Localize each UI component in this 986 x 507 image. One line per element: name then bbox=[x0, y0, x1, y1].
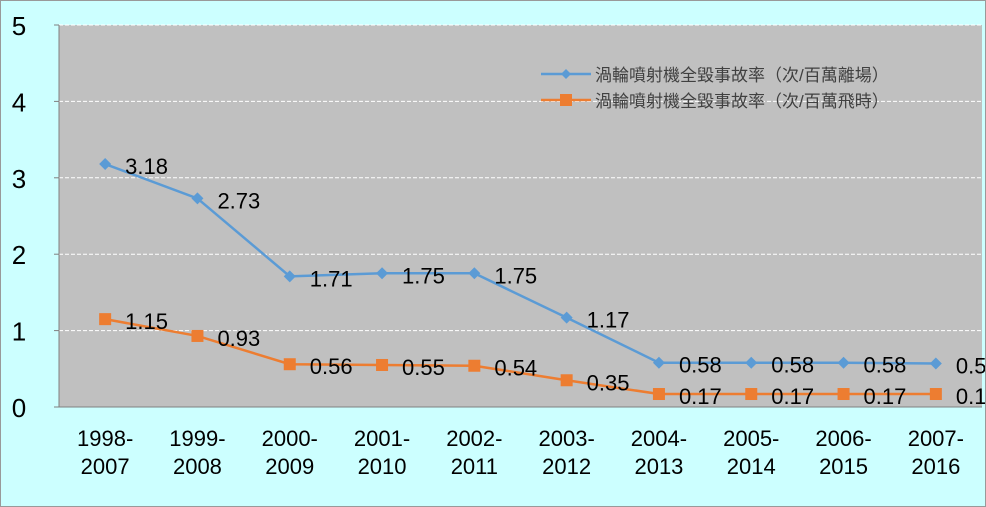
x-tick-label: 2005- bbox=[723, 426, 779, 451]
series-line-1 bbox=[104, 162, 936, 365]
x-tick-label: 2007 bbox=[81, 454, 130, 479]
data-point bbox=[283, 358, 296, 371]
data-label: 1.75 bbox=[494, 263, 537, 288]
data-label: 1.75 bbox=[402, 263, 445, 288]
data-label: 0.35 bbox=[587, 370, 630, 395]
x-tick-label: 1999- bbox=[169, 426, 225, 451]
x-tick-label: 2016 bbox=[911, 454, 960, 479]
data-label: 0.58 bbox=[864, 353, 907, 378]
y-tick-label: 2 bbox=[12, 240, 26, 270]
legend-marker bbox=[560, 94, 572, 106]
data-point bbox=[929, 357, 942, 370]
x-tick-label: 2004- bbox=[631, 426, 687, 451]
x-tick-label: 2014 bbox=[727, 454, 776, 479]
data-point bbox=[376, 358, 389, 371]
x-tick-label: 2012 bbox=[542, 454, 591, 479]
data-point bbox=[837, 356, 850, 369]
legend-label: 渦輪噴射機全毀事故率（次/百萬離場） bbox=[595, 66, 889, 85]
data-label: 1.17 bbox=[587, 308, 630, 333]
x-tick-label: 2006- bbox=[815, 426, 871, 451]
data-point bbox=[376, 267, 389, 280]
x-tick-label: 2013 bbox=[634, 454, 683, 479]
x-tick-label: 2009 bbox=[265, 454, 314, 479]
data-point bbox=[652, 356, 665, 369]
x-tick-label: 2011 bbox=[451, 454, 498, 479]
data-label: 0.54 bbox=[494, 356, 537, 381]
data-label: 0.17 bbox=[771, 384, 814, 409]
data-point bbox=[560, 374, 573, 387]
data-label: 0.58 bbox=[771, 353, 814, 378]
data-point bbox=[99, 158, 112, 171]
y-tick-label: 3 bbox=[12, 164, 26, 194]
data-label: 1.15 bbox=[125, 309, 168, 334]
data-point bbox=[745, 356, 758, 369]
data-point bbox=[560, 311, 573, 324]
y-tick-label: 1 bbox=[12, 317, 26, 347]
x-tick-label: 1998- bbox=[77, 426, 133, 451]
y-tick-label: 5 bbox=[12, 11, 26, 41]
data-label: 1.71 bbox=[310, 266, 353, 291]
data-point bbox=[929, 388, 942, 401]
data-label: 0.57 bbox=[956, 353, 986, 378]
data-label: 0.17 bbox=[864, 384, 907, 409]
data-point bbox=[191, 329, 204, 342]
x-tick-label: 2002- bbox=[446, 426, 502, 451]
x-tick-label: 2010 bbox=[358, 454, 407, 479]
legend-marker bbox=[561, 69, 571, 79]
data-point bbox=[283, 270, 296, 283]
data-label: 2.73 bbox=[217, 188, 260, 213]
data-label: 0.17 bbox=[956, 384, 986, 409]
data-point bbox=[468, 359, 481, 372]
x-tick-label: 2003- bbox=[539, 426, 595, 451]
data-point bbox=[468, 267, 481, 280]
data-label: 0.17 bbox=[679, 384, 722, 409]
x-tick-label: 2008 bbox=[173, 454, 222, 479]
x-tick-label: 2007- bbox=[908, 426, 964, 451]
x-tick-label: 2001- bbox=[354, 426, 410, 451]
plot-area bbox=[59, 25, 982, 407]
data-label: 0.56 bbox=[310, 354, 353, 379]
data-label: 0.55 bbox=[402, 355, 445, 380]
data-point bbox=[837, 388, 850, 401]
data-point bbox=[99, 313, 112, 326]
series-line-2 bbox=[104, 317, 936, 396]
x-tick-label: 2015 bbox=[819, 454, 868, 479]
x-tick-label: 2000- bbox=[262, 426, 318, 451]
data-label: 3.18 bbox=[125, 154, 168, 179]
legend-label: 渦輪噴射機全毀事故率（次/百萬飛時） bbox=[595, 92, 889, 111]
data-label: 0.58 bbox=[679, 353, 722, 378]
y-tick-label: 0 bbox=[12, 393, 26, 423]
data-point bbox=[745, 388, 758, 401]
data-point bbox=[191, 192, 204, 205]
data-point bbox=[652, 388, 665, 401]
y-tick-label: 4 bbox=[12, 87, 26, 117]
data-label: 0.93 bbox=[217, 326, 260, 351]
